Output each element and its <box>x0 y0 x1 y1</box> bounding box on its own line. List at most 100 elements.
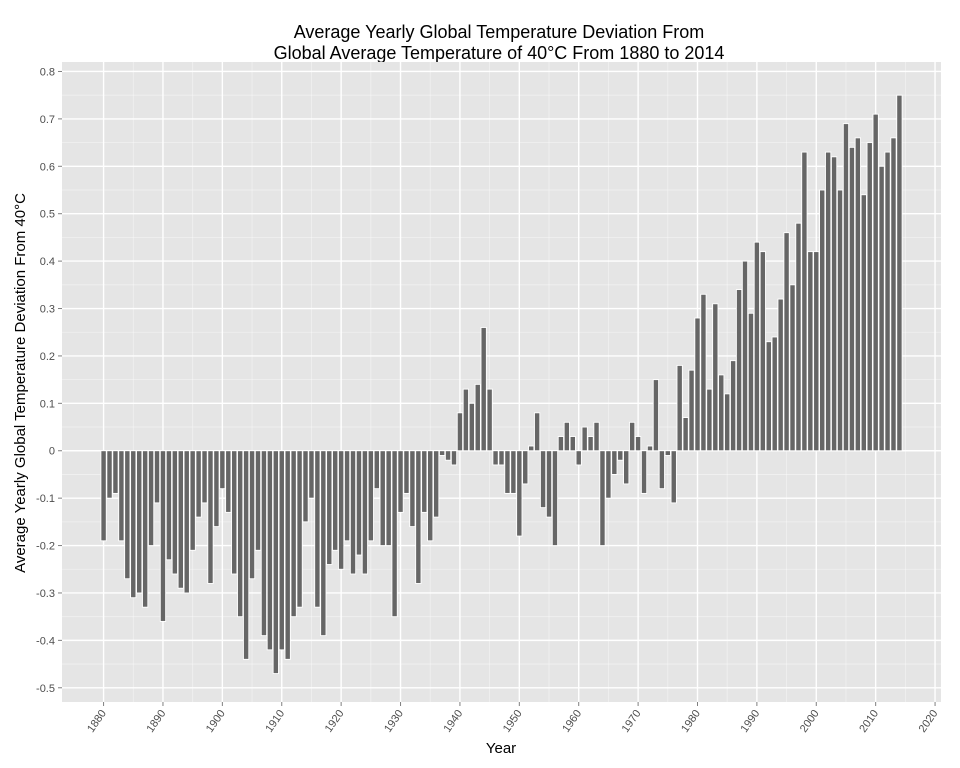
bar-1942 <box>468 402 475 452</box>
bar-1905 <box>248 450 256 580</box>
bar-1934 <box>421 450 428 513</box>
bar-1985 <box>724 393 731 452</box>
bar-1908 <box>266 450 273 651</box>
bar-1965 <box>605 450 612 499</box>
bar-1894 <box>183 450 190 594</box>
bar-1991 <box>759 251 766 452</box>
bar-1914 <box>302 450 309 523</box>
y-tick-label: 0 <box>49 446 55 458</box>
bar-1952 <box>528 445 535 452</box>
x-tick-label: 1880 <box>85 708 109 735</box>
bar-2004 <box>836 189 844 452</box>
bar-2005 <box>842 123 850 452</box>
y-tick-label: 0.6 <box>40 161 55 173</box>
bar-1943 <box>474 383 481 452</box>
chart-title-line-2: Global Average Temperature of 40°C From … <box>274 43 725 63</box>
bar-1990 <box>753 241 761 452</box>
bar-2002 <box>825 151 832 452</box>
y-tick-label: 0.5 <box>40 209 55 221</box>
bars <box>100 94 903 675</box>
bar-1940 <box>456 412 464 452</box>
bar-1974 <box>658 450 665 490</box>
bar-1966 <box>611 450 618 475</box>
bar-1960 <box>575 450 582 466</box>
bar-1885 <box>130 450 137 599</box>
bar-2001 <box>819 189 826 452</box>
y-tick-label: 0.7 <box>40 114 55 126</box>
x-tick-label: 1960 <box>560 708 584 735</box>
x-tick-label: 1940 <box>442 708 466 735</box>
bar-1900 <box>219 450 226 490</box>
bar-2010 <box>872 113 879 452</box>
bar-2000 <box>813 251 820 452</box>
bar-1921 <box>343 450 351 542</box>
x-tick-label: 1890 <box>145 708 169 735</box>
bar-1980 <box>694 317 701 452</box>
y-axis: -0.5 -0.4 -0.3 -0.2 -0.1 0 0.1 0.2 0.3 0.4 0.5 0.6 0… <box>36 66 62 695</box>
bar-1902 <box>231 450 238 575</box>
x-tick-label: 2000 <box>798 708 822 735</box>
bar-1932 <box>409 450 416 528</box>
y-tick-label: -0.3 <box>36 588 55 600</box>
bar-1919 <box>332 450 339 551</box>
bar-1922 <box>349 450 357 575</box>
bar-1898 <box>207 450 214 584</box>
bar-1946 <box>492 450 499 466</box>
bar-1976 <box>670 450 677 504</box>
bar-2011 <box>878 165 885 452</box>
x-tick-label: 1970 <box>620 708 644 735</box>
bar-1895 <box>189 450 196 551</box>
x-axis-title: Year <box>486 740 516 757</box>
bar-1924 <box>361 450 369 575</box>
bar-1970 <box>634 436 642 452</box>
bar-1992 <box>765 341 772 452</box>
bar-1937 <box>438 450 446 456</box>
bar-1977 <box>676 364 683 452</box>
bar-1887 <box>142 450 149 608</box>
bar-1983 <box>712 303 719 452</box>
bar-1918 <box>326 450 333 565</box>
bar-1907 <box>260 450 268 637</box>
bar-2007 <box>854 137 861 452</box>
bar-2003 <box>830 156 838 452</box>
bar-1969 <box>629 421 636 452</box>
bar-1916 <box>314 450 321 608</box>
bar-1881 <box>106 450 113 499</box>
bar-1987 <box>735 289 743 452</box>
bar-1920 <box>338 450 345 570</box>
bar-1949 <box>510 450 517 494</box>
x-tick-label: 1950 <box>501 708 525 735</box>
bar-1993 <box>771 336 778 452</box>
bar-1928 <box>385 450 392 547</box>
bar-1967 <box>617 450 624 461</box>
bar-2008 <box>860 194 867 452</box>
bar-1968 <box>623 450 630 485</box>
bar-1957 <box>557 436 565 452</box>
bar-1909 <box>272 450 279 675</box>
bar-1884 <box>124 450 131 580</box>
bar-1880 <box>100 450 107 542</box>
bar-1999 <box>807 251 814 452</box>
bar-1931 <box>403 450 410 494</box>
bar-1945 <box>486 388 493 452</box>
bar-1926 <box>373 450 380 490</box>
bar-1964 <box>599 450 606 547</box>
x-tick-label: 2020 <box>917 708 941 735</box>
bar-1941 <box>462 388 469 452</box>
bar-1889 <box>153 450 161 504</box>
bar-1982 <box>706 388 713 452</box>
y-tick-label: 0.2 <box>40 351 55 363</box>
bar-1996 <box>789 284 796 452</box>
bar-1953 <box>534 412 541 452</box>
bar-1984 <box>718 374 725 452</box>
bar-2009 <box>866 142 873 452</box>
bar-1933 <box>415 450 422 584</box>
bar-1886 <box>136 450 143 594</box>
bar-1892 <box>171 450 178 575</box>
bar-1936 <box>433 450 440 518</box>
x-tick-label: 1930 <box>382 708 406 735</box>
x-tick-label: 1920 <box>323 708 347 735</box>
bar-2012 <box>884 151 891 452</box>
bar-1939 <box>450 450 458 466</box>
